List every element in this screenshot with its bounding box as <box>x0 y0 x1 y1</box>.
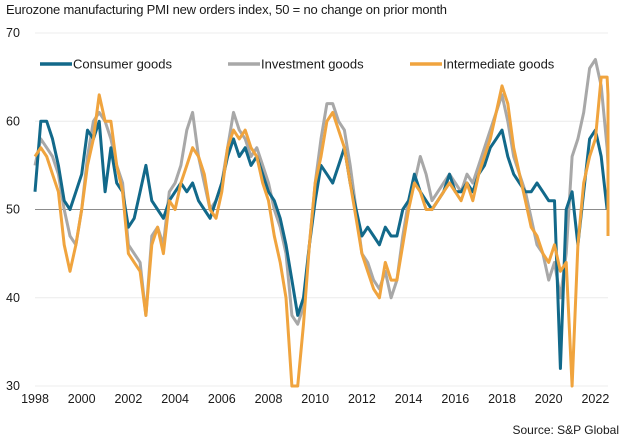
chart-title: Eurozone manufacturing PMI new orders in… <box>6 2 447 17</box>
x-tick-label: 2004 <box>161 392 189 406</box>
x-tick-label: 2022 <box>581 392 609 406</box>
x-tick-label: 2012 <box>348 392 376 406</box>
x-tick-label: 2018 <box>488 392 516 406</box>
y-tick-label: 30 <box>6 379 20 393</box>
y-tick-label: 60 <box>6 114 20 128</box>
x-tick-label: 2016 <box>441 392 469 406</box>
legend: Consumer goods Investment goods Intermedia… <box>40 57 555 72</box>
x-tick-label: 2020 <box>535 392 563 406</box>
y-tick-label: 70 <box>6 26 20 40</box>
series-line-consumer-goods <box>33 119 609 370</box>
legend-label: Intermediate goods <box>443 57 555 72</box>
gridlines <box>35 32 608 387</box>
legend-label: Consumer goods <box>73 57 172 72</box>
legend-label: Investment goods <box>261 57 364 72</box>
x-tick-label: 2014 <box>395 392 423 406</box>
x-tick-label: 1998 <box>21 392 49 406</box>
y-tick-label: 50 <box>6 203 20 217</box>
y-tick-label: 40 <box>6 291 20 305</box>
legend-item: Investment goods <box>228 57 364 72</box>
x-axis: 1998 2000 2002 2004 2006 2008 2010 2012 2014 2016… <box>21 392 609 406</box>
series-lines <box>33 58 610 388</box>
x-tick-label: 2002 <box>114 392 142 406</box>
legend-item: Intermediate goods <box>410 57 555 72</box>
series-line-intermediate-goods <box>33 75 610 388</box>
source-note: Source: S&P Global <box>512 423 619 437</box>
y-axis: 30 40 50 60 70 <box>6 26 20 393</box>
x-tick-label: 2006 <box>208 392 236 406</box>
legend-item: Consumer goods <box>40 57 172 72</box>
x-tick-label: 2010 <box>301 392 329 406</box>
x-tick-label: 2008 <box>255 392 283 406</box>
series-line-investment-goods <box>33 58 610 326</box>
x-tick-label: 2000 <box>68 392 96 406</box>
